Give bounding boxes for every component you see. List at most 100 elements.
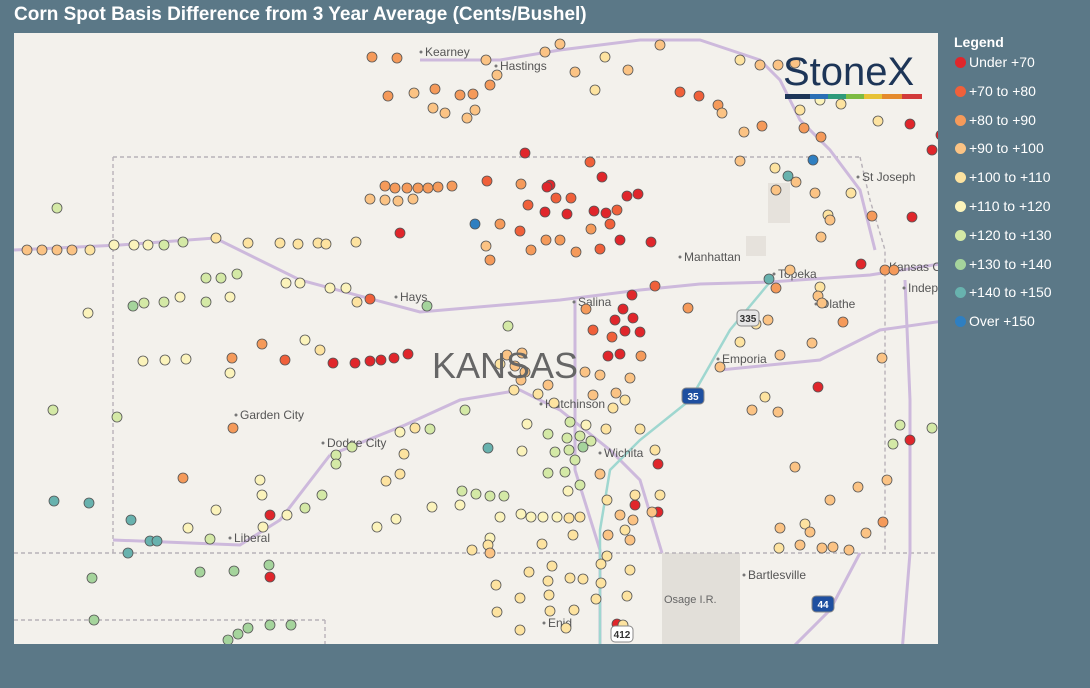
location-dot (461, 112, 473, 124)
legend-item[interactable]: +140 to +150 (954, 284, 1052, 313)
location-dot (401, 182, 413, 194)
location-dot (83, 497, 95, 509)
location-dot (824, 214, 836, 226)
location-dot (604, 218, 616, 230)
location-dot (179, 654, 189, 664)
location-dot (330, 458, 342, 470)
legend-item[interactable]: +90 to +100 (954, 140, 1052, 169)
location-dot (619, 524, 631, 536)
location-dot (798, 122, 810, 134)
borders (14, 156, 938, 644)
location-dot (627, 312, 639, 324)
location-dot (756, 120, 768, 132)
location-dot (716, 107, 728, 119)
location-dot (540, 234, 552, 246)
location-dot (845, 187, 857, 199)
location-dot (446, 180, 458, 192)
location-dot (588, 205, 600, 217)
legend-swatch (955, 229, 966, 241)
place-marker (228, 536, 232, 540)
location-dot (542, 575, 554, 587)
location-dot (456, 485, 468, 497)
terms-link[interactable]: Terms (897, 661, 922, 671)
location-dot (549, 446, 561, 458)
location-dot (814, 281, 826, 293)
location-dot (204, 533, 216, 545)
location-dot (560, 622, 572, 634)
location-dot (388, 352, 400, 364)
location-dot (351, 296, 363, 308)
state-label: KANSAS (432, 345, 578, 386)
location-dot (127, 300, 139, 312)
location-dot (516, 347, 528, 359)
copyright: © 2021 Microsoft Corporation (757, 661, 875, 671)
location-dot (943, 323, 952, 333)
location-dot (314, 344, 326, 356)
legend-label: Over +150 (969, 313, 1035, 330)
location-dot (589, 84, 601, 96)
location-dot (541, 181, 553, 193)
place-marker (856, 175, 860, 179)
location-dot (904, 434, 916, 446)
location-dot (693, 90, 705, 102)
location-dot (509, 360, 521, 372)
place-label: Emporia (722, 352, 767, 366)
location-dot (594, 369, 606, 381)
legend-item[interactable]: +120 to +130 (954, 227, 1052, 256)
location-dot (514, 225, 526, 237)
location-dot (299, 334, 311, 346)
location-dot (632, 188, 644, 200)
location-dot (554, 38, 566, 50)
location-dot (806, 337, 818, 349)
location-dot (469, 218, 481, 230)
legend-item[interactable]: +80 to +90 (954, 112, 1052, 141)
location-dot (852, 481, 864, 493)
location-dot (577, 441, 589, 453)
location-dot (550, 192, 562, 204)
legend-item[interactable]: +110 to +120 (954, 198, 1052, 227)
location-dot (508, 384, 520, 396)
location-dot (427, 102, 439, 114)
location-dot (614, 234, 626, 246)
location-dot (523, 566, 535, 578)
location-dot (432, 181, 444, 193)
location-dot (454, 89, 466, 101)
highway-shield (811, 595, 835, 613)
location-dot (340, 282, 352, 294)
location-dot (422, 182, 434, 194)
legend-item[interactable]: +100 to +110 (954, 169, 1052, 198)
location-dot (906, 211, 918, 223)
location-dot (481, 175, 493, 187)
location-dot (543, 589, 555, 601)
location-dot (621, 590, 633, 602)
location-dot (484, 79, 496, 91)
location-dot (595, 558, 607, 570)
location-dot (394, 227, 406, 239)
location-dot (574, 430, 586, 442)
location-dot (546, 560, 558, 572)
location-dot (470, 488, 482, 500)
location-dot (539, 46, 551, 58)
location-dot (809, 187, 821, 199)
location-dot (614, 509, 626, 521)
location-dot (537, 511, 549, 523)
legend-item[interactable]: Over +150 (954, 313, 1052, 342)
location-dot (210, 504, 222, 516)
location-dot (346, 441, 358, 453)
place-marker (902, 286, 906, 290)
location-dot (738, 126, 750, 138)
location-dot (222, 634, 234, 644)
place-label: Bartlesville (748, 568, 806, 582)
location-dot (256, 338, 268, 350)
map[interactable]: Kearney Hastings St Joseph Manhattan Topeka K… (14, 33, 952, 677)
location-dot (330, 449, 342, 461)
location-dot (242, 237, 254, 249)
location-dot (614, 348, 626, 360)
location-dot (66, 244, 78, 256)
location-dot (872, 115, 884, 127)
location-dot (224, 367, 236, 379)
legend-item[interactable]: +130 to +140 (954, 256, 1052, 285)
legend-item[interactable]: +70 to +80 (954, 83, 1052, 112)
legend-item[interactable]: Under +70 (954, 54, 1052, 83)
location-dot (467, 88, 479, 100)
